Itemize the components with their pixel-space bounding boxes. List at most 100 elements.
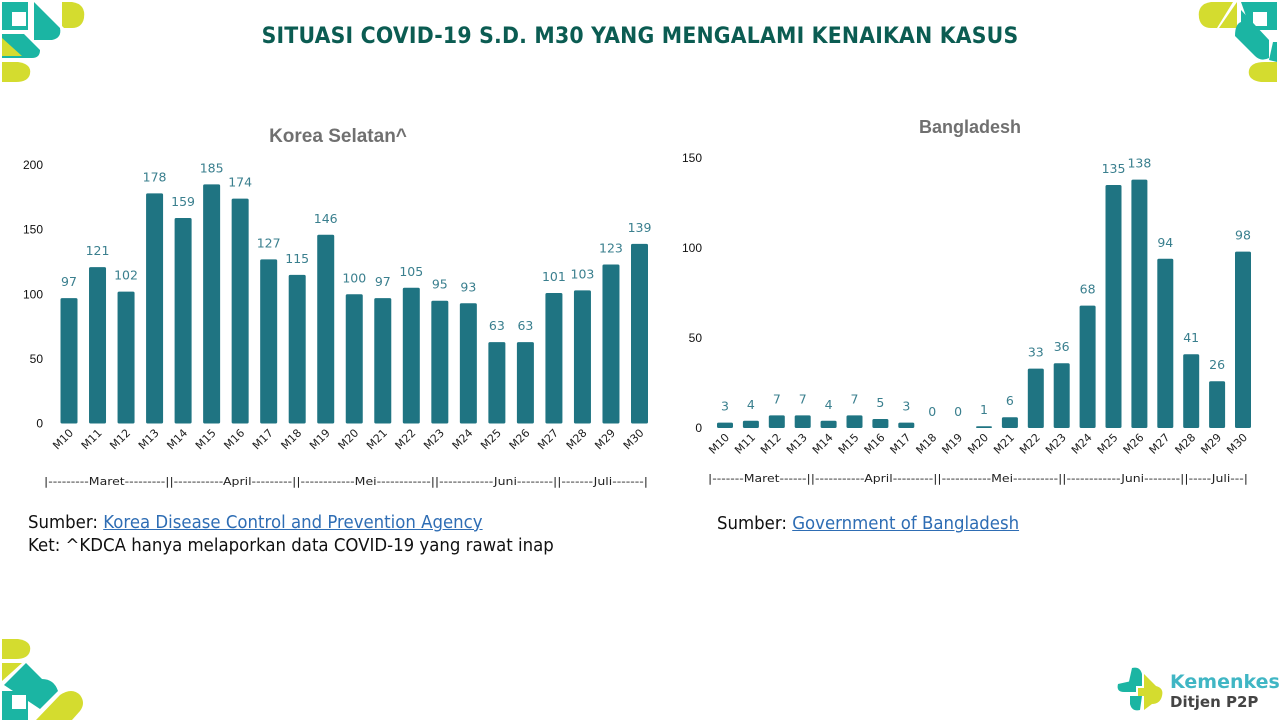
bar-m21 bbox=[1001, 417, 1018, 428]
data-label-m23: 36 bbox=[1054, 339, 1070, 354]
bar-m28 bbox=[1183, 354, 1200, 428]
bar-m20 bbox=[345, 294, 363, 424]
bar-m16 bbox=[231, 198, 249, 424]
x-tick-label-m21: M21 bbox=[991, 431, 1017, 457]
bar-m18 bbox=[288, 274, 306, 424]
bar-m14 bbox=[820, 420, 837, 428]
x-tick-label-m11: M11 bbox=[732, 431, 758, 457]
x-tick-label-m29: M29 bbox=[1198, 431, 1224, 457]
chart-title: Bangladesh bbox=[919, 117, 1021, 137]
data-label-m25: 135 bbox=[1102, 161, 1126, 176]
data-labels: 3 4 7 7 4 7 5 3 0 0 1 6 33 36 68 135 138 94 41 26 98 bbox=[721, 156, 1251, 419]
y-tick-label: 0 bbox=[695, 421, 702, 435]
bar-m30 bbox=[1235, 251, 1251, 428]
data-label-m14: 159 bbox=[171, 194, 195, 209]
kemenkes-logo-icon bbox=[1117, 667, 1163, 711]
bars bbox=[60, 184, 648, 424]
month-axis-label: |-------Maret------||-----------April---… bbox=[708, 473, 1248, 485]
brand-subtitle: Ditjen P2P bbox=[1170, 693, 1259, 711]
data-label-m10: 3 bbox=[721, 399, 729, 414]
page-title: SITUASI COVID-19 S.D. M30 YANG MENGALAMI… bbox=[261, 24, 1019, 49]
data-label-m27: 94 bbox=[1157, 235, 1173, 250]
data-label-m16: 174 bbox=[228, 175, 252, 190]
data-label-m29: 123 bbox=[599, 241, 623, 256]
bar-m20 bbox=[976, 426, 992, 428]
bar-m27 bbox=[1157, 258, 1174, 428]
data-label-m25: 63 bbox=[489, 318, 505, 333]
bar-m23 bbox=[1053, 363, 1070, 428]
bar-m14 bbox=[174, 217, 192, 424]
x-tick-label-m16: M16 bbox=[862, 431, 888, 457]
x-tick-label-m27: M27 bbox=[1147, 431, 1173, 457]
brand-name: Kemenkes bbox=[1170, 671, 1280, 693]
x-tick-label-m13: M13 bbox=[784, 431, 810, 457]
data-label-m30: 139 bbox=[628, 220, 652, 235]
corner-logo-bottom-left bbox=[2, 639, 83, 720]
x-tick-label-m25: M25 bbox=[1095, 431, 1121, 457]
corner-logo-top-left bbox=[2, 2, 85, 82]
chart-title: Korea Selatan^ bbox=[269, 126, 407, 147]
month-axis-label: |---------Maret---------||-----------Apr… bbox=[44, 476, 648, 488]
bar-m29 bbox=[602, 264, 620, 424]
x-tick-label-m22: M22 bbox=[1017, 431, 1043, 457]
corner-logo-top-right bbox=[1198, 2, 1277, 82]
data-label-m12: 7 bbox=[773, 391, 781, 406]
data-label-m12: 102 bbox=[114, 268, 138, 283]
data-label-m22: 105 bbox=[399, 264, 423, 279]
data-label-m18: 0 bbox=[928, 404, 936, 419]
x-tick-label-m15: M15 bbox=[836, 431, 862, 457]
y-tick-label: 200 bbox=[23, 158, 43, 172]
data-label-m26: 138 bbox=[1127, 156, 1151, 171]
source-bangladesh: Sumber: Government of Bangladesh bbox=[717, 512, 1019, 535]
data-label-m29: 26 bbox=[1209, 357, 1225, 372]
source-link-bangladesh[interactable]: Government of Bangladesh bbox=[792, 513, 1020, 534]
y-axis: 0 50 100 150 200 bbox=[23, 158, 43, 431]
bar-m10 bbox=[60, 298, 78, 424]
data-label-m24: 68 bbox=[1080, 282, 1096, 297]
bar-m12 bbox=[117, 291, 135, 424]
y-tick-label: 100 bbox=[23, 287, 43, 301]
bar-m28 bbox=[573, 290, 591, 424]
bar-m17 bbox=[898, 422, 915, 428]
data-label-m21: 6 bbox=[1006, 393, 1014, 408]
source-link-kdca[interactable]: Korea Disease Control and Prevention Age… bbox=[103, 512, 483, 533]
x-tick-label-m17: M17 bbox=[888, 431, 914, 457]
bar-m12 bbox=[768, 415, 785, 428]
data-label-m15: 7 bbox=[851, 391, 859, 406]
bar-m15 bbox=[203, 184, 221, 424]
data-labels: 97 121 102 178 159 185 174 127 115 146 100 97 105 95 9… bbox=[61, 160, 651, 333]
data-label-m24: 93 bbox=[460, 279, 476, 294]
bar-m26 bbox=[516, 342, 534, 424]
y-axis: 0 50 100 150 bbox=[682, 151, 702, 435]
data-label-m15: 185 bbox=[200, 160, 224, 175]
x-tick-label-m28: M28 bbox=[1173, 431, 1199, 457]
data-label-m14: 4 bbox=[825, 397, 833, 412]
y-tick-label: 100 bbox=[682, 241, 702, 255]
bar-m16 bbox=[872, 419, 889, 428]
data-label-m13: 178 bbox=[143, 169, 167, 184]
bar-m15 bbox=[846, 415, 863, 428]
data-label-m20: 1 bbox=[980, 402, 988, 417]
x-tick-label-m26: M26 bbox=[1121, 431, 1147, 457]
data-label-m17: 3 bbox=[902, 399, 910, 414]
y-tick-label: 150 bbox=[682, 151, 702, 165]
x-tick-label-m24: M24 bbox=[1069, 431, 1095, 457]
bar-m11 bbox=[89, 267, 107, 424]
data-label-m11: 121 bbox=[86, 243, 110, 258]
brand: Kemenkes Ditjen P2P bbox=[1170, 672, 1280, 712]
data-label-m27: 101 bbox=[542, 269, 566, 284]
source-prefix: Sumber: bbox=[717, 513, 793, 534]
bar-m23 bbox=[431, 300, 449, 424]
data-label-m18: 115 bbox=[285, 251, 309, 266]
bar-m27 bbox=[545, 292, 563, 424]
bar-m19 bbox=[317, 234, 335, 424]
bar-m21 bbox=[374, 298, 392, 424]
y-tick-label: 50 bbox=[30, 352, 44, 366]
bar-m24 bbox=[459, 303, 477, 424]
data-label-m28: 41 bbox=[1183, 330, 1199, 345]
bar-m10 bbox=[717, 422, 733, 428]
data-label-m20: 100 bbox=[342, 270, 366, 285]
data-label-m17: 127 bbox=[257, 235, 281, 250]
